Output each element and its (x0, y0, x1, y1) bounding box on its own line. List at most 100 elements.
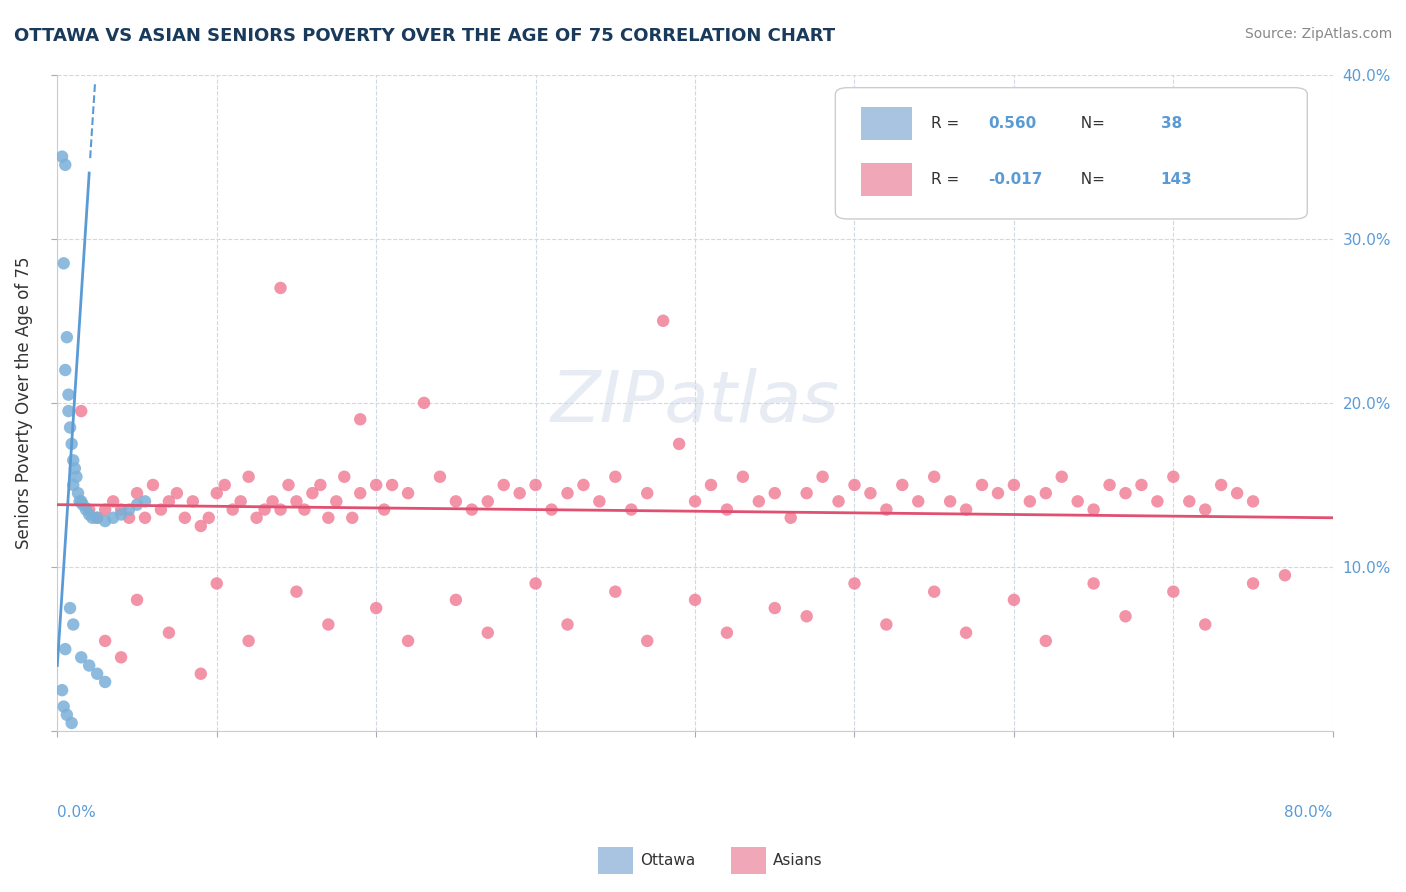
Point (82, 510, 104, 524)
Point (60, 716, 83, 731)
Point (94, 502, 117, 516)
Point (763, 601, 786, 615)
Point (69, 494, 91, 508)
Point (381, 478, 404, 492)
Point (477, 625, 499, 640)
Point (1130, 478, 1153, 492)
Text: Source: ZipAtlas.com: Source: ZipAtlas.com (1244, 27, 1392, 41)
Point (125, 498, 148, 512)
Text: N=: N= (1071, 116, 1111, 131)
Point (1178, 494, 1201, 508)
Point (652, 314, 675, 328)
Point (59, 420, 82, 434)
Point (939, 494, 962, 508)
Point (396, 486, 419, 500)
Point (524, 478, 547, 492)
Point (101, 494, 124, 508)
Point (285, 494, 308, 508)
Point (125, 593, 148, 607)
FancyBboxPatch shape (860, 163, 912, 196)
Point (683, 494, 706, 508)
Point (157, 494, 180, 508)
Point (1163, 469, 1185, 483)
Point (444, 494, 467, 508)
Point (987, 486, 1010, 500)
Point (827, 494, 849, 508)
Point (134, 494, 156, 508)
Point (1035, 486, 1057, 500)
Point (205, 576, 228, 591)
Point (1211, 478, 1233, 492)
Text: R =: R = (931, 116, 965, 131)
Point (557, 486, 579, 500)
Point (262, 494, 284, 508)
Text: Asians: Asians (773, 854, 823, 868)
Point (134, 510, 156, 524)
Text: 80.0%: 80.0% (1285, 805, 1333, 820)
Point (229, 494, 252, 508)
Point (62, 478, 84, 492)
Point (1018, 494, 1040, 508)
Point (77, 508, 100, 522)
Point (907, 494, 929, 508)
Point (1241, 494, 1264, 508)
Point (77, 502, 100, 516)
Point (59, 601, 82, 615)
Point (301, 486, 323, 500)
Point (1002, 478, 1025, 492)
Point (731, 469, 754, 483)
Point (56, 707, 79, 722)
Text: 143: 143 (1160, 172, 1192, 187)
Point (110, 502, 132, 516)
Text: -0.017: -0.017 (988, 172, 1043, 187)
Point (955, 502, 977, 516)
Point (86, 510, 108, 524)
Point (52, 256, 75, 270)
Point (173, 510, 195, 524)
Point (1115, 609, 1137, 624)
Point (318, 617, 340, 632)
Point (955, 625, 977, 640)
Point (62, 453, 84, 467)
Point (72, 498, 94, 512)
FancyBboxPatch shape (860, 107, 912, 140)
Point (875, 617, 897, 632)
Point (1002, 593, 1025, 607)
Text: 0.0%: 0.0% (58, 805, 96, 820)
Point (970, 478, 993, 492)
Point (94, 634, 117, 648)
Point (51, 150, 73, 164)
Point (53, 363, 76, 377)
Point (540, 502, 562, 516)
Text: OTTAWA VS ASIAN SENIORS POVERTY OVER THE AGE OF 75 CORRELATION CHART: OTTAWA VS ASIAN SENIORS POVERTY OVER THE… (14, 27, 835, 45)
Point (56, 330, 79, 344)
Point (51, 683, 73, 698)
Point (70, 404, 93, 418)
Point (811, 469, 834, 483)
Point (94, 675, 117, 690)
Point (636, 634, 658, 648)
Point (605, 469, 627, 483)
Point (572, 478, 595, 492)
FancyBboxPatch shape (835, 87, 1308, 219)
Point (716, 502, 738, 516)
Text: N=: N= (1071, 172, 1111, 187)
Point (110, 508, 132, 522)
Point (844, 478, 866, 492)
Point (875, 502, 897, 516)
Point (253, 502, 276, 516)
Point (716, 625, 738, 640)
Point (181, 494, 204, 508)
Point (413, 396, 436, 410)
Point (70, 650, 93, 665)
Point (1115, 486, 1137, 500)
Y-axis label: Seniors Poverty Over the Age of 75: Seniors Poverty Over the Age of 75 (15, 257, 32, 549)
Point (779, 510, 801, 524)
Point (318, 510, 340, 524)
Point (342, 510, 364, 524)
Point (94, 514, 117, 528)
Point (373, 502, 395, 516)
Point (668, 437, 690, 451)
Text: ZIPatlas: ZIPatlas (551, 368, 839, 437)
Point (620, 502, 643, 516)
